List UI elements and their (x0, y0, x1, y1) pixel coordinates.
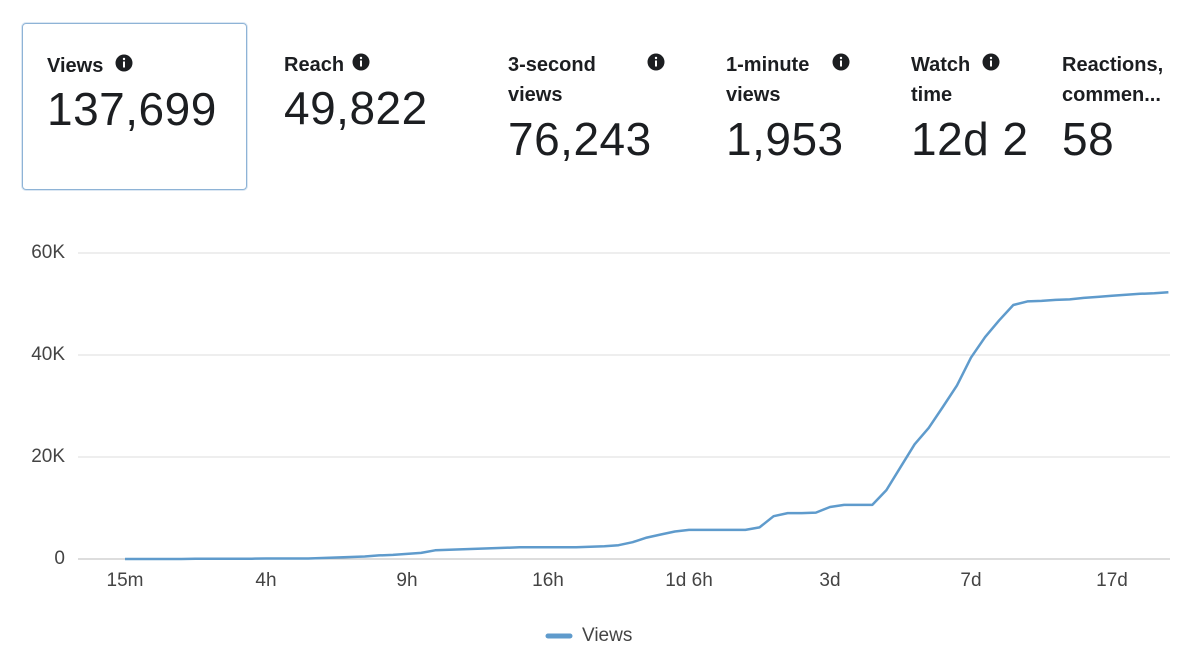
metric-card[interactable]: Reach 49,822 (262, 23, 482, 190)
info-icon[interactable] (832, 53, 850, 71)
metric-value: 12d 2 (911, 113, 1029, 165)
x-tick-label: 7d (960, 570, 981, 591)
x-tick-label: 3d (819, 570, 840, 591)
line-series (125, 291, 1169, 561)
metric-value: 58 (1062, 113, 1115, 165)
x-tick-label: 16h (532, 570, 564, 591)
metric-value: 1,953 (726, 113, 844, 165)
metric-value: 137,699 (47, 83, 217, 135)
metric-label: Reactions, commen... (1062, 54, 1164, 106)
y-tick-label: 0 (54, 548, 65, 569)
x-tick-label: 17d (1096, 570, 1128, 591)
metric-card[interactable]: 3-second views 76,243 (486, 23, 686, 190)
metric-label: Views (47, 55, 104, 77)
metric-label: Reach (284, 54, 345, 76)
metric-value: 49,822 (284, 82, 428, 134)
metric-label: Watch time (911, 54, 971, 106)
y-tick-label: 20K (31, 446, 65, 467)
x-tick-label: 4h (255, 570, 276, 591)
metric-card[interactable]: Watch time 12d 2 (889, 23, 1040, 190)
metric-label: 1-minute views (726, 54, 810, 106)
metric-card[interactable]: 1-minute views 1,953 (704, 23, 884, 190)
metric-value: 76,243 (508, 113, 652, 165)
metric-label: 3-second views (508, 54, 596, 106)
info-icon[interactable] (982, 53, 1000, 71)
legend-label: Views (582, 625, 632, 646)
y-tick-label: 40K (31, 344, 65, 365)
x-tick-label: 15m (107, 570, 144, 591)
metric-card[interactable]: Reactions, commen... 58 (1040, 23, 1200, 190)
info-icon[interactable] (115, 54, 133, 72)
x-tick-label: 9h (396, 570, 417, 591)
x-tick-label: 1d 6h (665, 570, 713, 591)
y-tick-label: 60K (31, 242, 65, 263)
info-icon[interactable] (647, 53, 665, 71)
info-icon[interactable] (352, 53, 370, 71)
metric-card[interactable]: Views 137,699 (22, 23, 247, 190)
